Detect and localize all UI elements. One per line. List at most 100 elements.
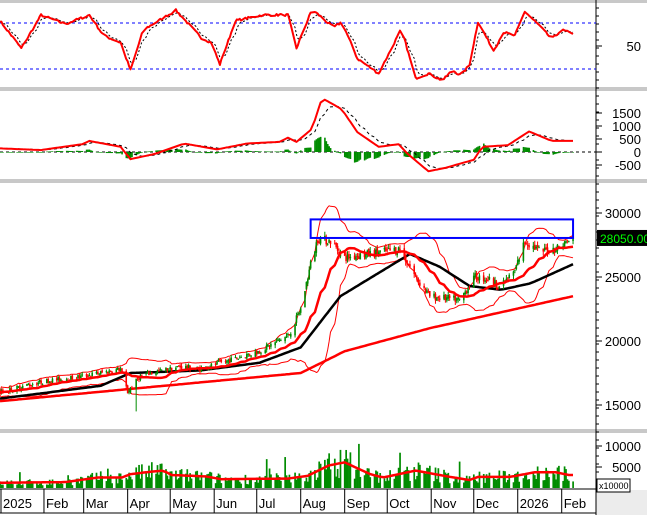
month-label: May — [172, 496, 197, 511]
candle — [264, 350, 267, 354]
volume-bar — [210, 472, 213, 488]
macd-histogram-bar — [229, 151, 231, 152]
volume-bar — [399, 452, 401, 488]
macd-histogram-bar — [424, 152, 427, 159]
volume-bar — [298, 473, 301, 488]
candle — [424, 289, 427, 292]
macd-histogram-bar — [46, 151, 48, 153]
candle — [254, 351, 257, 357]
candle — [135, 378, 137, 389]
candle — [359, 253, 362, 260]
macd-histogram-bar — [30, 152, 33, 153]
volume-bar — [248, 478, 251, 488]
volume-bar — [447, 472, 450, 488]
macd-histogram-bar — [353, 152, 356, 163]
volume-bar — [10, 480, 13, 488]
panel-separator[interactable] — [0, 429, 647, 433]
volume-bar — [159, 463, 162, 488]
candle — [246, 354, 248, 359]
macd-histogram-bar — [349, 152, 352, 159]
candle — [433, 293, 435, 297]
candle — [30, 385, 33, 386]
candle — [37, 382, 40, 385]
month-label: Jun — [216, 496, 237, 511]
volume-bar — [247, 484, 250, 488]
candle — [498, 286, 501, 289]
candle — [41, 383, 44, 385]
candle — [308, 269, 311, 280]
candle — [131, 387, 133, 389]
volume-bar — [385, 481, 387, 488]
volume-bar — [17, 481, 20, 488]
macd-histogram-bar — [376, 152, 379, 158]
volume-bar — [413, 467, 416, 488]
macd-histogram-bar — [256, 151, 258, 152]
candle — [407, 263, 410, 265]
macd-histogram-bar — [197, 152, 200, 153]
volume-bar — [230, 477, 233, 488]
candle — [455, 298, 458, 301]
macd-histogram-bar — [156, 150, 159, 152]
volume-bar — [206, 474, 208, 488]
macd-histogram-bar — [468, 150, 471, 152]
candle — [335, 242, 337, 247]
candle — [373, 249, 376, 258]
candle — [565, 240, 567, 244]
macd-histogram-bar — [436, 152, 438, 154]
volume-bar — [277, 475, 279, 488]
volume-bar — [138, 464, 140, 488]
panel-separator[interactable] — [0, 87, 647, 91]
candle — [465, 291, 468, 294]
candle — [512, 271, 515, 276]
candle — [10, 388, 13, 392]
macd-histogram-bar — [246, 150, 248, 152]
macd-histogram-bar — [95, 151, 98, 153]
candle — [542, 248, 545, 252]
volume-bar — [394, 474, 397, 488]
panel-separator[interactable] — [0, 0, 647, 3]
candle — [31, 384, 34, 386]
macd-histogram-bar — [71, 151, 74, 152]
volume-bar — [339, 449, 342, 488]
candle — [365, 253, 367, 259]
macd-histogram-bar — [29, 152, 31, 153]
candle — [488, 276, 491, 280]
volume-bar — [358, 443, 360, 488]
volume-bar — [488, 472, 491, 488]
macd-histogram-bar — [237, 150, 240, 152]
candle — [376, 248, 379, 255]
macd-histogram-bar — [21, 152, 24, 153]
volume-bar — [31, 481, 34, 488]
candle — [267, 345, 269, 347]
volume-bar — [443, 469, 445, 488]
macd-histogram-bar — [288, 150, 291, 152]
macd-histogram-bar — [403, 152, 406, 157]
candle — [224, 361, 227, 363]
candle — [443, 294, 445, 299]
macd-histogram-bar — [294, 152, 296, 154]
panel-separator[interactable] — [0, 179, 647, 183]
macd-histogram-bar — [373, 152, 376, 159]
macd-histogram-bar — [12, 152, 14, 153]
volume-bar — [270, 474, 272, 488]
month-label: Oct — [389, 496, 410, 511]
price-panel — [0, 205, 575, 412]
candle — [85, 374, 88, 377]
volume-bar — [318, 461, 321, 488]
candle — [464, 291, 467, 295]
candle — [50, 382, 52, 384]
candle — [185, 366, 187, 370]
candle — [324, 235, 326, 238]
volume-bar — [508, 473, 511, 488]
candle — [295, 315, 298, 323]
macd-histogram-bar — [277, 151, 279, 153]
volume-bar — [99, 471, 102, 488]
volume-bar — [497, 478, 499, 488]
macd-histogram-bar — [368, 152, 370, 159]
volume-bar — [116, 483, 119, 488]
candle — [427, 290, 430, 292]
volume-bar — [158, 474, 160, 488]
candle — [416, 277, 418, 281]
macd-histogram-bar — [396, 151, 399, 153]
volume-bar — [438, 482, 441, 488]
